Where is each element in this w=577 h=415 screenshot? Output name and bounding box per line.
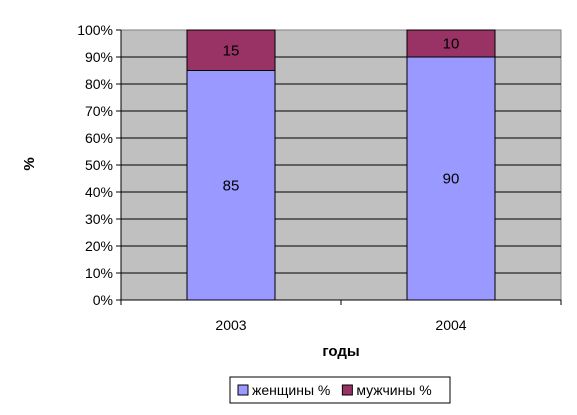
x-tick-label: 2004: [435, 317, 466, 333]
bar-segment: [406, 56, 496, 301]
y-tick-label: 80%: [85, 76, 113, 92]
data-label: 85: [223, 177, 240, 194]
y-tick-label: 50%: [85, 157, 113, 173]
legend-label: женщины %: [252, 382, 330, 398]
legend-swatch: [341, 384, 353, 396]
y-tick-label: 70%: [85, 103, 113, 119]
legend-label: мужчины %: [356, 382, 431, 398]
data-label: 90: [443, 171, 460, 188]
y-tick-label: 20%: [85, 238, 113, 254]
y-tick-label: 30%: [85, 211, 113, 227]
x-tick-label: 2003: [215, 317, 246, 333]
legend-swatch: [237, 384, 249, 396]
bar-segment: [186, 29, 276, 71]
data-label: 10: [443, 36, 460, 53]
y-tick-label: 60%: [85, 130, 113, 146]
y-axis-title: %: [21, 157, 38, 170]
y-tick-label: 100%: [77, 22, 113, 38]
plot-area: 0% 10% 20% 30% 40% 50% 60% 70% 80% 90% 100% 85 15 200…: [77, 22, 562, 333]
bar-segment: [406, 29, 496, 58]
x-axis-title: годы: [322, 343, 359, 360]
data-label: 15: [223, 42, 240, 59]
legend: женщины % мужчины %: [229, 376, 451, 404]
legend-box: [229, 376, 451, 404]
y-tick-label: 10%: [85, 265, 113, 281]
y-tick-label: 90%: [85, 49, 113, 65]
y-tick-label: 40%: [85, 184, 113, 200]
bar-segment: [186, 70, 276, 301]
y-tick-label: 0%: [93, 292, 113, 308]
